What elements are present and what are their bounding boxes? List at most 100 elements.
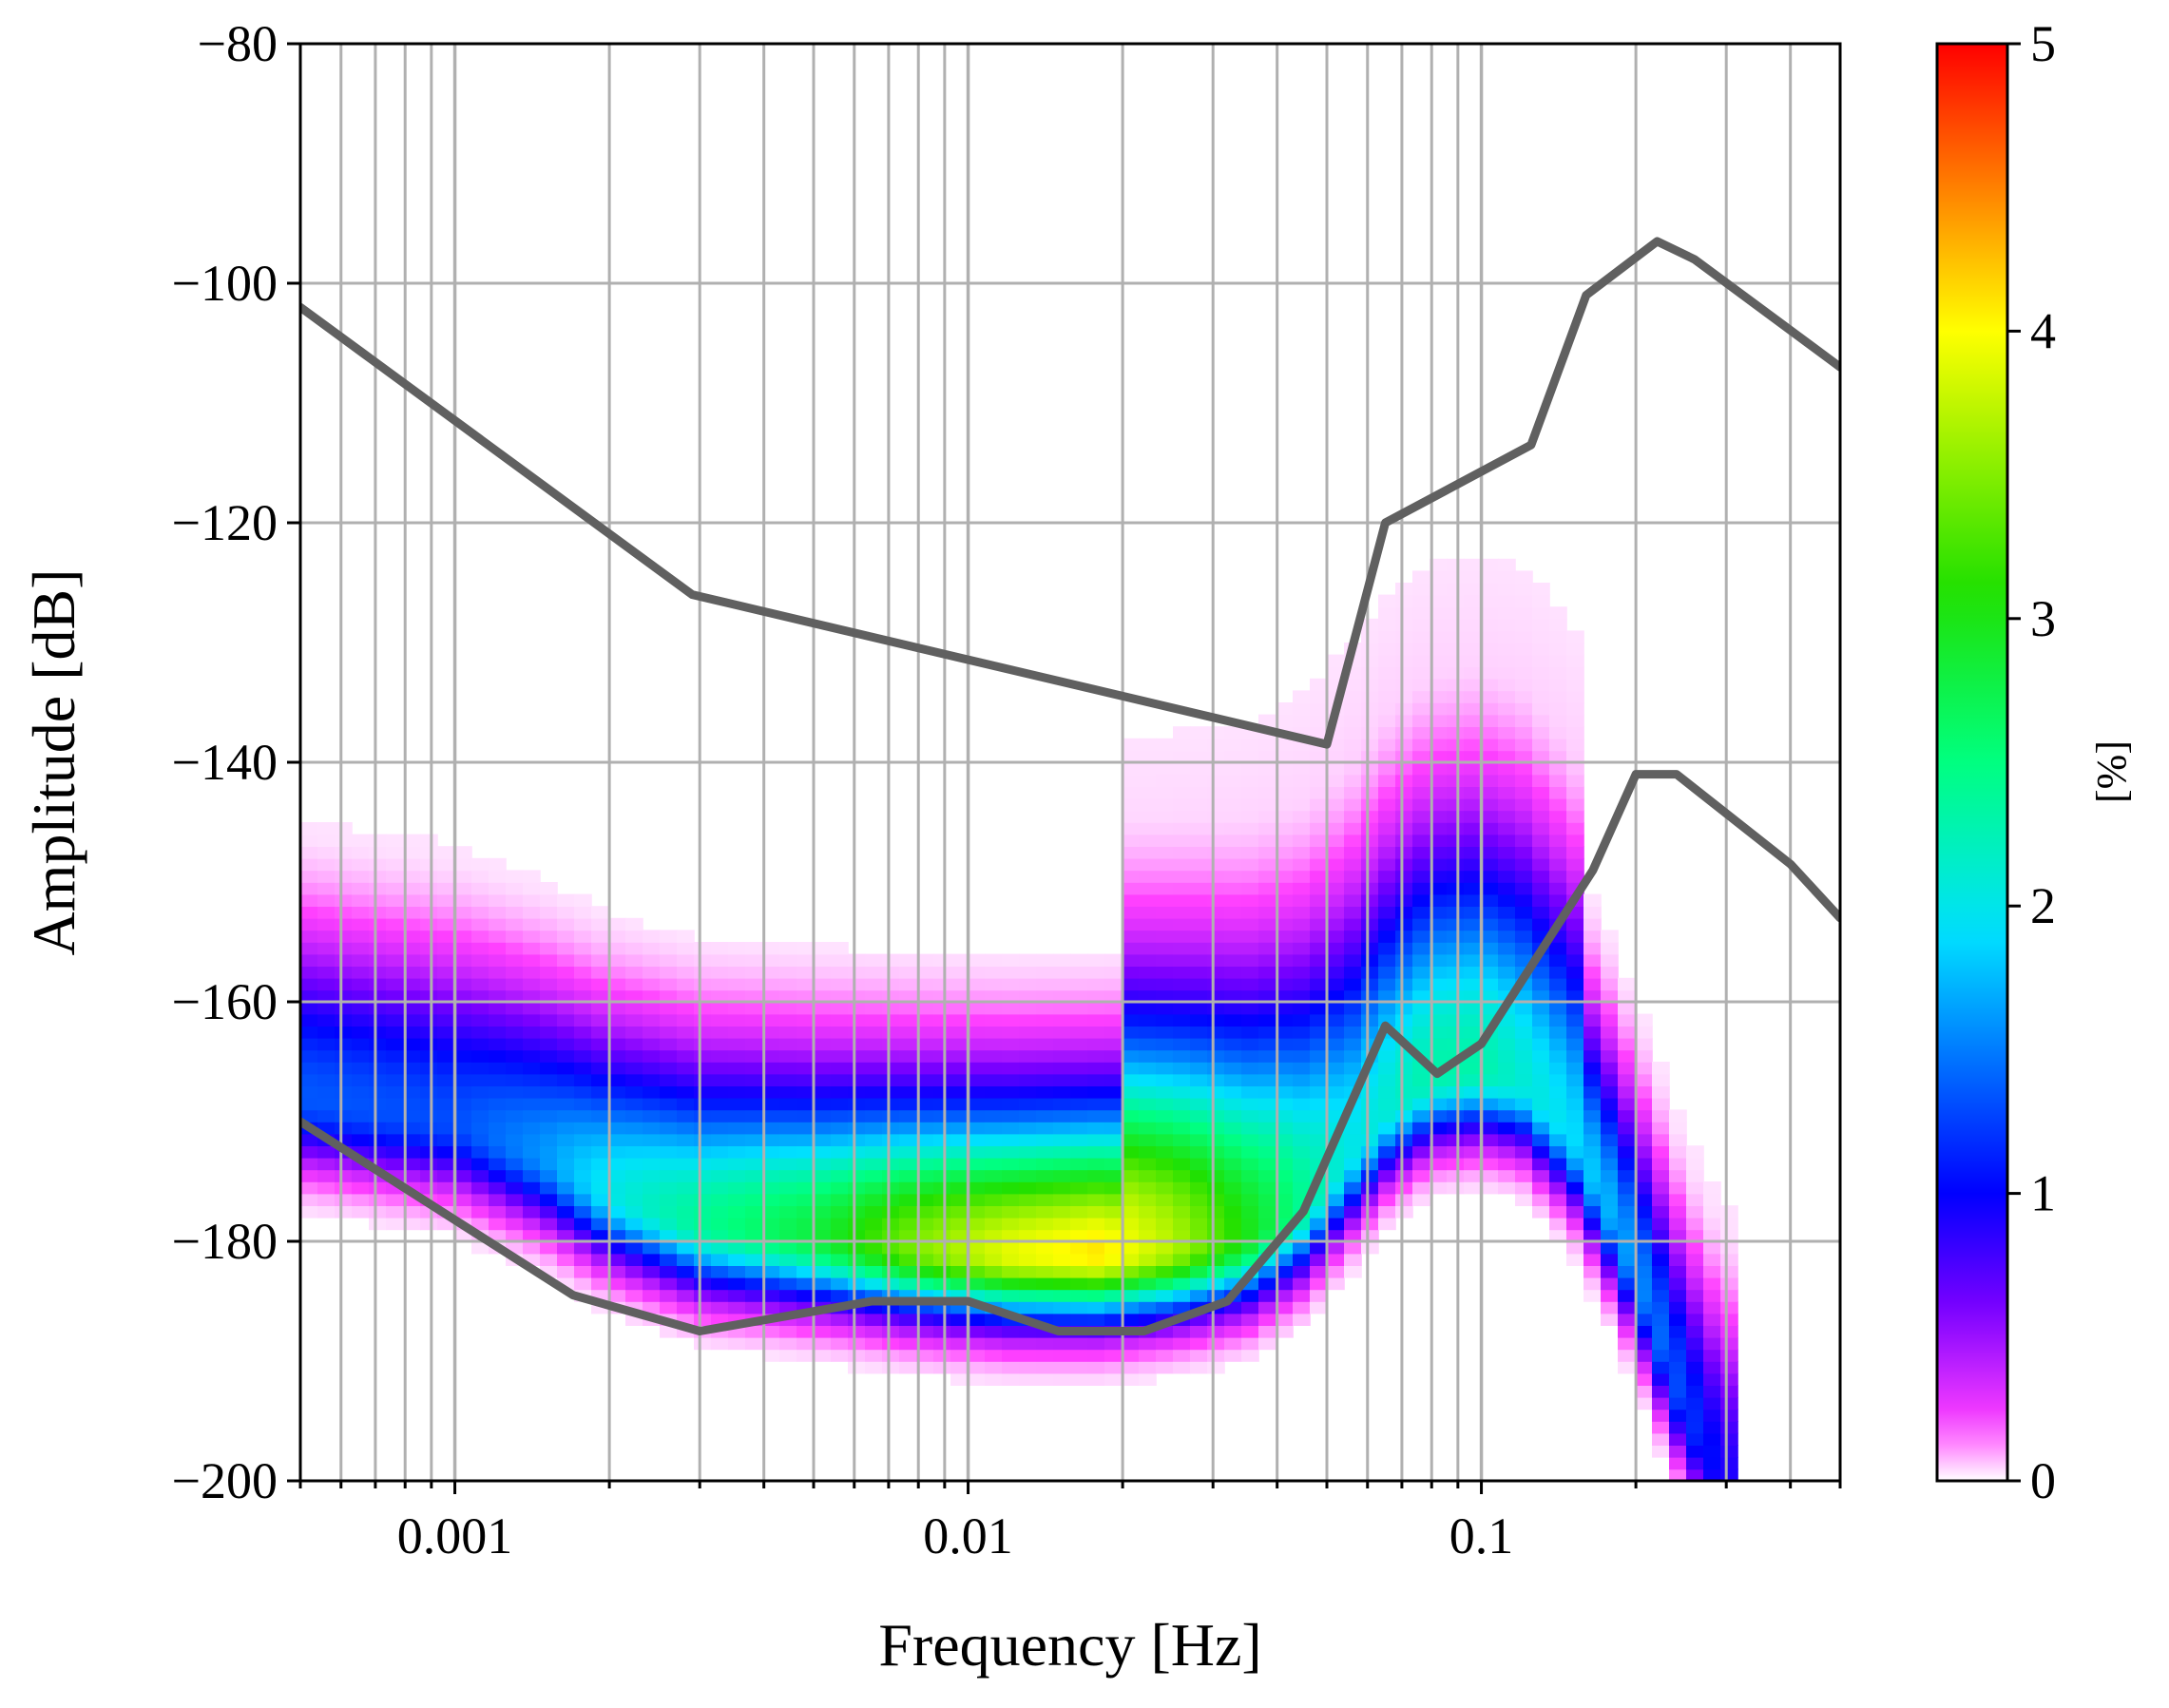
heatmap-cell <box>848 1313 866 1326</box>
heatmap-cell <box>950 1241 969 1255</box>
heatmap-cell <box>1549 822 1567 835</box>
heatmap-cell <box>1395 1122 1413 1135</box>
heatmap-cell <box>437 917 455 931</box>
heatmap-cell <box>420 870 438 883</box>
heatmap-cell <box>745 1193 763 1206</box>
heatmap-cell <box>1464 930 1482 943</box>
heatmap-cell <box>437 977 455 991</box>
heatmap-cell <box>1464 762 1482 776</box>
heatmap-cell <box>1276 1049 1294 1063</box>
heatmap-cell <box>660 1265 678 1278</box>
heatmap-cell <box>335 1122 353 1135</box>
heatmap-cell <box>1532 786 1550 799</box>
heatmap-cell <box>591 1049 609 1063</box>
heatmap-cell <box>1378 870 1396 883</box>
heatmap-cell <box>471 953 489 967</box>
heatmap-cell <box>1412 870 1430 883</box>
heatmap-cell <box>711 1217 729 1231</box>
heatmap-cell <box>1515 1169 1533 1182</box>
heatmap-cell <box>1276 834 1294 847</box>
heatmap-cell <box>454 1205 472 1219</box>
heatmap-cell <box>865 953 883 967</box>
heatmap-cell <box>625 1205 643 1219</box>
heatmap-cell <box>1361 738 1379 752</box>
heatmap-cell <box>1378 606 1396 620</box>
heatmap-cell <box>985 1109 1003 1123</box>
heatmap-cell <box>1070 1181 1088 1195</box>
heatmap-cell <box>865 977 883 991</box>
heatmap-cell <box>797 1205 815 1219</box>
heatmap-cell <box>1378 1002 1396 1015</box>
heatmap-cell <box>1566 917 1584 931</box>
heatmap-cell <box>1173 846 1191 859</box>
heatmap-cell <box>523 942 541 955</box>
heatmap-cell <box>1361 1193 1379 1206</box>
heatmap-cell <box>1430 583 1448 596</box>
heatmap-cell <box>1549 810 1567 823</box>
heatmap-cell <box>1378 1145 1396 1159</box>
heatmap-cell <box>916 1073 934 1086</box>
heatmap-cell <box>335 834 353 847</box>
heatmap-cell <box>317 834 336 847</box>
heatmap-cell <box>1104 1013 1123 1027</box>
heatmap-cell <box>1310 1229 1328 1242</box>
heatmap-cell <box>694 1122 712 1135</box>
heatmap-cell <box>454 846 472 859</box>
heatmap-cell <box>1310 930 1328 943</box>
heatmap-cell <box>1293 1253 1311 1266</box>
heatmap-cell <box>317 966 336 979</box>
heatmap-cell <box>797 1145 815 1159</box>
heatmap-cell <box>1207 1109 1225 1123</box>
heatmap-cell <box>1430 630 1448 643</box>
heatmap-cell <box>1327 1193 1345 1206</box>
heatmap-cell <box>1190 930 1208 943</box>
heatmap-cell <box>369 846 387 859</box>
heatmap-cell <box>848 1193 866 1206</box>
heatmap-cell <box>625 1193 643 1206</box>
heatmap-cell <box>1276 1085 1294 1099</box>
heatmap-cell <box>1139 1349 1157 1362</box>
heatmap-cell <box>437 1097 455 1111</box>
heatmap-cell <box>1344 906 1362 919</box>
heatmap-cell <box>1258 738 1276 752</box>
heatmap-cell <box>1173 1073 1191 1086</box>
heatmap-cell <box>1635 1097 1653 1111</box>
heatmap-cell <box>1584 917 1602 931</box>
heatmap-cell <box>1019 1349 1037 1362</box>
heatmap-cell <box>489 1109 507 1123</box>
heatmap-cell <box>1310 1049 1328 1063</box>
heatmap-cell <box>625 1122 643 1135</box>
heatmap-cell <box>1361 643 1379 656</box>
heatmap-cell <box>1070 1169 1088 1182</box>
heatmap-cell <box>1412 1157 1430 1171</box>
heatmap-cell <box>369 1205 387 1219</box>
heatmap-cell <box>762 966 780 979</box>
heatmap-cell <box>1156 1301 1174 1315</box>
heatmap-cell <box>1310 1013 1328 1027</box>
heatmap-cell <box>1378 726 1396 739</box>
heatmap-cell <box>1549 1169 1567 1182</box>
heatmap-cell <box>1635 1157 1653 1171</box>
heatmap-cell <box>985 1169 1003 1182</box>
heatmap-cell <box>1430 977 1448 991</box>
heatmap-cell <box>1224 1265 1242 1278</box>
heatmap-cell <box>899 1013 917 1027</box>
heatmap-cell <box>1601 1073 1619 1086</box>
heatmap-cell <box>797 1002 815 1015</box>
heatmap-cell <box>1412 666 1430 680</box>
heatmap-cell <box>625 1169 643 1182</box>
heatmap-cell <box>1464 797 1482 812</box>
heatmap-cell <box>865 1037 883 1051</box>
heatmap-cell <box>1173 1205 1191 1219</box>
y-tick-label: −180 <box>172 1213 278 1270</box>
heatmap-cell <box>1207 893 1225 907</box>
heatmap-cell <box>1258 917 1276 931</box>
heatmap-cell <box>540 1205 558 1219</box>
heatmap-cell <box>1156 857 1174 872</box>
heatmap-cell <box>1464 774 1482 787</box>
heatmap-cell <box>1036 1002 1054 1015</box>
heatmap-cell <box>1566 1169 1584 1182</box>
heatmap-cell <box>1344 953 1362 967</box>
heatmap-cell <box>1258 1276 1276 1291</box>
heatmap-cell <box>1122 930 1140 943</box>
